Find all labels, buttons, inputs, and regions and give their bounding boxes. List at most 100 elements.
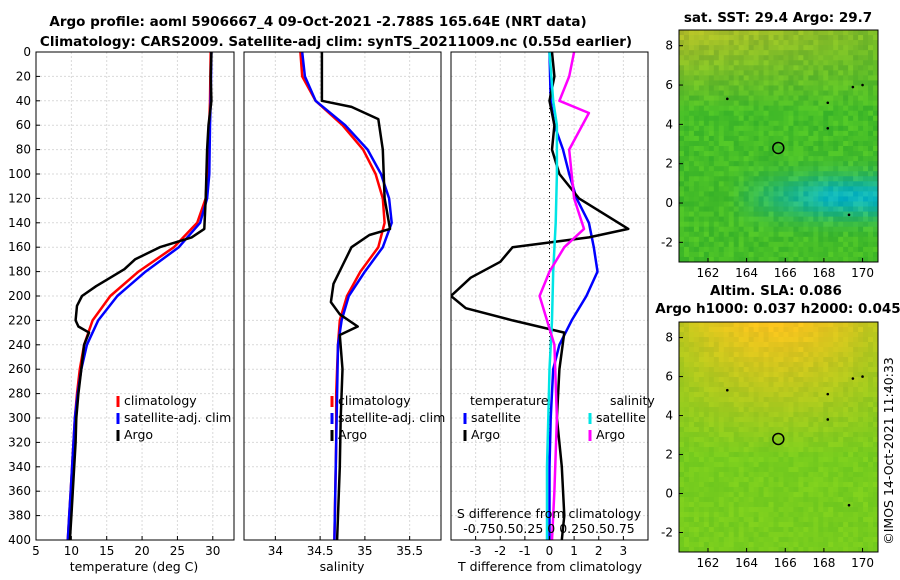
- heatmap-cell: [803, 432, 809, 438]
- heatmap-cell: [733, 50, 740, 56]
- heatmap-cell: [679, 482, 685, 488]
- heatmap-cell: [813, 206, 819, 213]
- heatmap-cell: [703, 95, 710, 102]
- heatmap-cell: [793, 70, 799, 76]
- heatmap-cell: [843, 472, 849, 478]
- heatmap-cell: [723, 186, 730, 192]
- heatmap-cell: [723, 417, 730, 423]
- heatmap-cell: [733, 166, 740, 172]
- heatmap-cell: [868, 457, 874, 463]
- heatmap-cell: [688, 166, 695, 172]
- heatmap-cell: [698, 357, 705, 363]
- series-group: [451, 52, 630, 540]
- heatmap-cell: [688, 256, 695, 262]
- heatmap-cell: [743, 522, 750, 528]
- heatmap-cell: [838, 397, 844, 403]
- heatmap-cell: [803, 462, 809, 468]
- heatmap-cell: [863, 110, 869, 117]
- heatmap-cell: [808, 397, 814, 403]
- heatmap-cell: [733, 176, 740, 182]
- heatmap-cell: [823, 407, 829, 413]
- heatmap-cell: [828, 482, 834, 488]
- heatmap-cell: [793, 362, 799, 368]
- heatmap-cell: [838, 70, 844, 76]
- heatmap-cell: [698, 372, 705, 378]
- heatmap-cell: [768, 392, 775, 398]
- heatmap-cell: [753, 502, 760, 508]
- heatmap-cell: [718, 35, 725, 41]
- heatmap-cell: [693, 332, 700, 338]
- heatmap-cell: [688, 492, 695, 498]
- heatmap-cell: [738, 447, 745, 453]
- heatmap-cell: [798, 181, 804, 187]
- heatmap-cell: [733, 377, 740, 383]
- heatmap-cell: [858, 462, 864, 468]
- heatmap-cell: [778, 442, 785, 448]
- heatmap-cell: [728, 256, 735, 262]
- heatmap-cell: [813, 442, 819, 448]
- heatmap-cell: [783, 65, 790, 71]
- heatmap-cell: [723, 166, 730, 172]
- heatmap-cell: [768, 50, 775, 56]
- heatmap-cell: [823, 135, 829, 142]
- heatmap-cell: [798, 226, 804, 233]
- heatmap-cell: [813, 241, 819, 248]
- heatmap-cell: [748, 70, 755, 76]
- heatmap-cell: [693, 241, 700, 248]
- heatmap-cell: [718, 427, 725, 433]
- heatmap-cell: [778, 332, 785, 338]
- heatmap-cell: [758, 512, 765, 518]
- heatmap-cell: [679, 477, 685, 483]
- heatmap-cell: [793, 547, 799, 552]
- heatmap-cell: [728, 457, 735, 463]
- heatmap-cell: [728, 492, 735, 498]
- argo-float-marker: [772, 141, 785, 155]
- heatmap-cell: [708, 95, 715, 102]
- heatmap-cell: [783, 417, 790, 423]
- heatmap-cell: [813, 251, 819, 258]
- heatmap-cell: [773, 186, 780, 192]
- heatmap-cell: [788, 206, 795, 213]
- heatmap-cell: [708, 382, 715, 388]
- heatmap-cell: [743, 251, 750, 258]
- heatmap-cell: [803, 427, 809, 433]
- heatmap-cell: [873, 407, 878, 413]
- heatmap-cell: [863, 35, 869, 41]
- heatmap-cell: [818, 332, 824, 338]
- heatmap-cell: [773, 80, 780, 87]
- heatmap-cell: [733, 362, 740, 368]
- heatmap-cell: [679, 80, 685, 87]
- heatmap-cell: [733, 427, 740, 433]
- heatmap-cell: [858, 176, 864, 182]
- heatmap-cell: [758, 50, 765, 56]
- heatmap-cell: [853, 332, 859, 338]
- heatmap-cell: [698, 115, 705, 122]
- heatmap-cell: [863, 527, 869, 533]
- heatmap-cell: [693, 30, 700, 36]
- heatmap-cell: [838, 502, 844, 508]
- heatmap-cell: [828, 422, 834, 428]
- heatmap-cell: [713, 357, 720, 363]
- heatmap-cell: [838, 45, 844, 51]
- heatmap-cell: [868, 412, 874, 418]
- heatmap-cell: [679, 120, 685, 127]
- heatmap-cell: [793, 226, 799, 233]
- heatmap-cell: [698, 462, 705, 468]
- heatmap-cell: [843, 367, 849, 373]
- heatmap-cell: [763, 417, 770, 423]
- heatmap-cell: [743, 176, 750, 182]
- heatmap-cell: [868, 507, 874, 513]
- heatmap-cell: [763, 80, 770, 87]
- heatmap-cell: [793, 537, 799, 543]
- heatmap-cell: [853, 191, 859, 198]
- heatmap-cell: [858, 110, 864, 117]
- heatmap-cell: [698, 332, 705, 338]
- heatmap-cell: [843, 40, 849, 46]
- heatmap-cell: [768, 90, 775, 97]
- heatmap-cell: [788, 146, 795, 152]
- heatmap-cell: [828, 85, 834, 92]
- heatmap-cell: [728, 547, 735, 552]
- heatmap-cell: [748, 362, 755, 368]
- heatmap-cell: [783, 407, 790, 413]
- heatmap-cell: [708, 135, 715, 142]
